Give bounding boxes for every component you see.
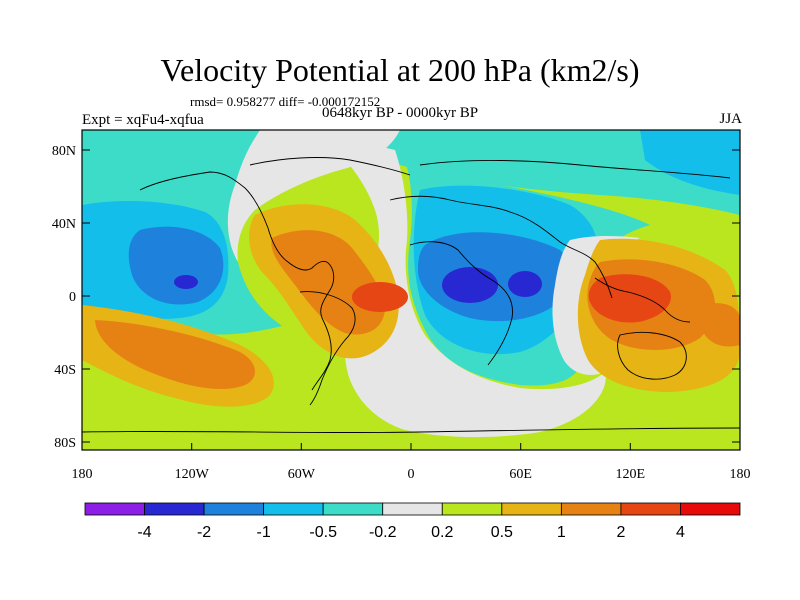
colorbar-box xyxy=(203,502,265,516)
eurasia-coast-south xyxy=(389,195,613,299)
lon-ticks xyxy=(81,443,741,450)
colorbar-label: 4 xyxy=(676,524,685,541)
coastlines xyxy=(82,157,740,434)
south-pacific-positive-level-2 xyxy=(95,320,256,390)
contour-field xyxy=(82,130,740,450)
lon-label-180e: 180 xyxy=(730,467,751,482)
colorbar-box xyxy=(560,502,622,516)
colorbar-label: -0.2 xyxy=(369,524,397,541)
neutral-band-atlantic xyxy=(330,140,606,438)
americas-positive-level-2 xyxy=(271,230,385,335)
lat-ticks xyxy=(82,149,740,443)
colorbar-label: 2 xyxy=(616,524,625,541)
lat-label-80s: 80S xyxy=(54,436,76,451)
west-region-level-3 xyxy=(128,226,224,305)
map-title: Velocity Potential at 200 hPa (km2/s) xyxy=(160,52,640,88)
colorbar-label: -0.5 xyxy=(309,524,337,541)
americas-maximum xyxy=(352,282,408,312)
lon-label-60w: 60W xyxy=(288,467,316,482)
maritime-continent-coast xyxy=(594,277,691,323)
neutral-band-indian xyxy=(552,235,640,375)
north-atlantic-coast xyxy=(249,157,411,176)
eurasia-coast-north xyxy=(419,160,731,179)
colorbar-box xyxy=(144,502,205,516)
lat-label-40s: 40S xyxy=(54,363,76,378)
colorbar-label: -2 xyxy=(197,524,211,541)
lat-label-80n: 80N xyxy=(52,144,76,159)
colorbar-box xyxy=(441,502,503,516)
australia-coast xyxy=(617,331,687,380)
colorbar-box xyxy=(620,502,681,516)
lon-labels: 180 120W 60W 0 60E 120E 180 xyxy=(72,467,751,482)
lon-label-180w: 180 xyxy=(72,467,93,482)
colorbar-box xyxy=(322,502,384,516)
southern-band xyxy=(82,372,740,450)
lon-label-60e: 60E xyxy=(509,467,532,482)
africa-minimum-west xyxy=(442,267,498,303)
colorbar-label: -4 xyxy=(137,524,151,541)
south-america-coast xyxy=(299,291,356,406)
colorbar-box xyxy=(501,502,562,516)
experiment-label: Expt = xqFu4-xqfua xyxy=(82,112,204,128)
arctic-negative-patch xyxy=(640,130,740,195)
lon-label-120e: 120E xyxy=(616,467,646,482)
americas-coast-west xyxy=(139,171,335,391)
colorbar-label: 1 xyxy=(557,524,566,541)
colorbar-box xyxy=(84,502,145,516)
colorbar-label: -1 xyxy=(257,524,271,541)
lon-label-120w: 120W xyxy=(175,467,210,482)
stats-label: rmsd= 0.958277 diff= -0.000172152 xyxy=(190,94,381,109)
lon-label-0: 0 xyxy=(408,467,415,482)
colorbar-label: 0.5 xyxy=(491,524,513,541)
africa-coast xyxy=(409,241,513,366)
period-label: 0648kyr BP - 0000kyr BP xyxy=(322,105,479,121)
lat-label-40n: 40N xyxy=(52,217,76,232)
west-region-level-4 xyxy=(174,275,198,289)
africa-minimum-east xyxy=(508,271,542,297)
season-label: JJA xyxy=(719,111,742,127)
colorbar-box xyxy=(382,502,443,516)
east-pacific-patch xyxy=(700,303,740,347)
colorbar-box xyxy=(263,502,324,516)
colorbar-box xyxy=(680,502,741,516)
lat-labels: 80N 40N 0 40S 80S xyxy=(52,144,76,451)
lat-label-eq: 0 xyxy=(69,290,76,305)
colorbar-label: 0.2 xyxy=(431,524,453,541)
colorbar xyxy=(84,502,741,516)
antarctica-coast xyxy=(82,427,740,434)
colorbar-labels: -4 -2 -1 -0.5 -0.2 0.2 0.5 1 2 4 xyxy=(137,524,685,541)
